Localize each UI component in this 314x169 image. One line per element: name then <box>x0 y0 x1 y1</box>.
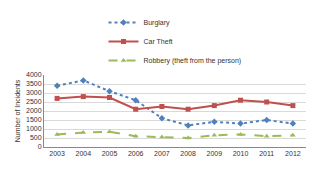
svg-text:2000: 2000 <box>26 107 42 114</box>
svg-text:Burglary: Burglary <box>144 19 171 27</box>
svg-text:2008: 2008 <box>180 150 196 157</box>
svg-text:Number of Incidents: Number of Incidents <box>14 79 21 142</box>
svg-text:Robbery (theft from the person: Robbery (theft from the person) <box>144 57 242 65</box>
svg-text:2010: 2010 <box>233 150 249 157</box>
svg-text:3000: 3000 <box>26 89 42 96</box>
svg-text:2012: 2012 <box>285 150 301 157</box>
svg-text:1500: 1500 <box>26 116 42 123</box>
svg-text:2007: 2007 <box>154 150 170 157</box>
svg-text:0: 0 <box>38 143 42 150</box>
svg-text:2004: 2004 <box>76 150 92 157</box>
svg-text:2009: 2009 <box>207 150 223 157</box>
svg-text:2006: 2006 <box>128 150 144 157</box>
svg-text:1000: 1000 <box>26 125 42 132</box>
svg-text:4000: 4000 <box>26 71 42 78</box>
svg-text:2003: 2003 <box>49 150 65 157</box>
svg-text:3500: 3500 <box>26 80 42 87</box>
svg-text:2005: 2005 <box>102 150 118 157</box>
svg-text:Car Theft: Car Theft <box>144 38 173 45</box>
svg-text:2011: 2011 <box>259 150 274 157</box>
svg-text:500: 500 <box>30 134 42 141</box>
svg-text:2500: 2500 <box>26 98 42 105</box>
